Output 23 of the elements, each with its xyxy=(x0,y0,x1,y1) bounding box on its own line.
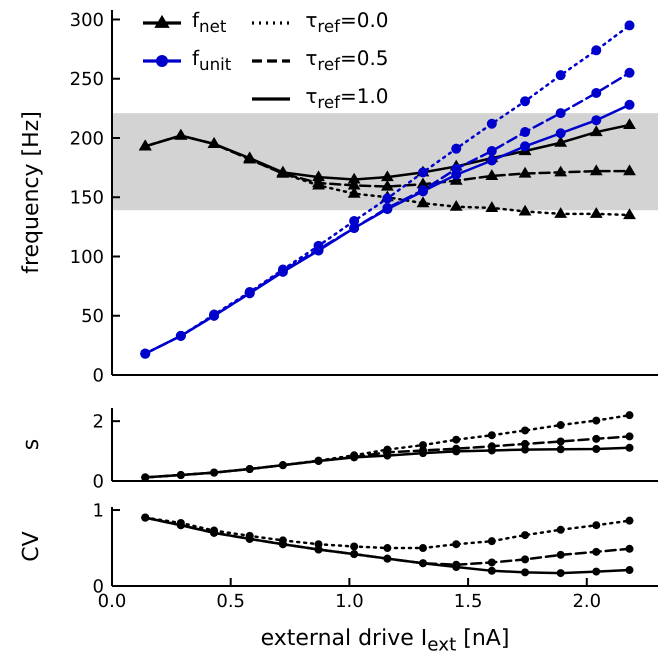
y-tick-label: 150 xyxy=(70,188,104,209)
legend-label: τ$_{ref}$=0.5 xyxy=(305,44,389,76)
x-tick-label: 1.5 xyxy=(454,590,482,612)
x-tick-label: 1.0 xyxy=(335,590,364,612)
legend-label: τ$_{ref}$=1.0 xyxy=(305,82,389,114)
y-tick-label: 0 xyxy=(92,365,104,386)
y-tick-label: 200 xyxy=(70,128,104,150)
y-tick-label: 50 xyxy=(81,306,104,328)
y-axis-title: s xyxy=(18,438,44,450)
y-axis-title: frequency [Hz] xyxy=(18,111,44,274)
y-tick-label: 0 xyxy=(92,471,104,492)
y-axis-title: CV xyxy=(18,531,44,562)
y-tick-label: 1 xyxy=(92,500,104,522)
x-axis-title: external drive I$_{ext}$ [nA] xyxy=(260,626,510,656)
y-tick-label: 300 xyxy=(70,10,104,31)
y-tick-label: 250 xyxy=(70,69,104,90)
x-tick-label: 2.0 xyxy=(572,590,602,612)
y-tick-label: 100 xyxy=(70,246,104,268)
legend-label: f$_{net}$ xyxy=(192,6,226,38)
y-tick-label: 2 xyxy=(92,412,104,433)
legend-label: f$_{unit}$ xyxy=(192,44,232,76)
x-tick-label: 0.5 xyxy=(216,590,246,612)
legend-label: τ$_{ref}$=0.0 xyxy=(305,6,389,38)
